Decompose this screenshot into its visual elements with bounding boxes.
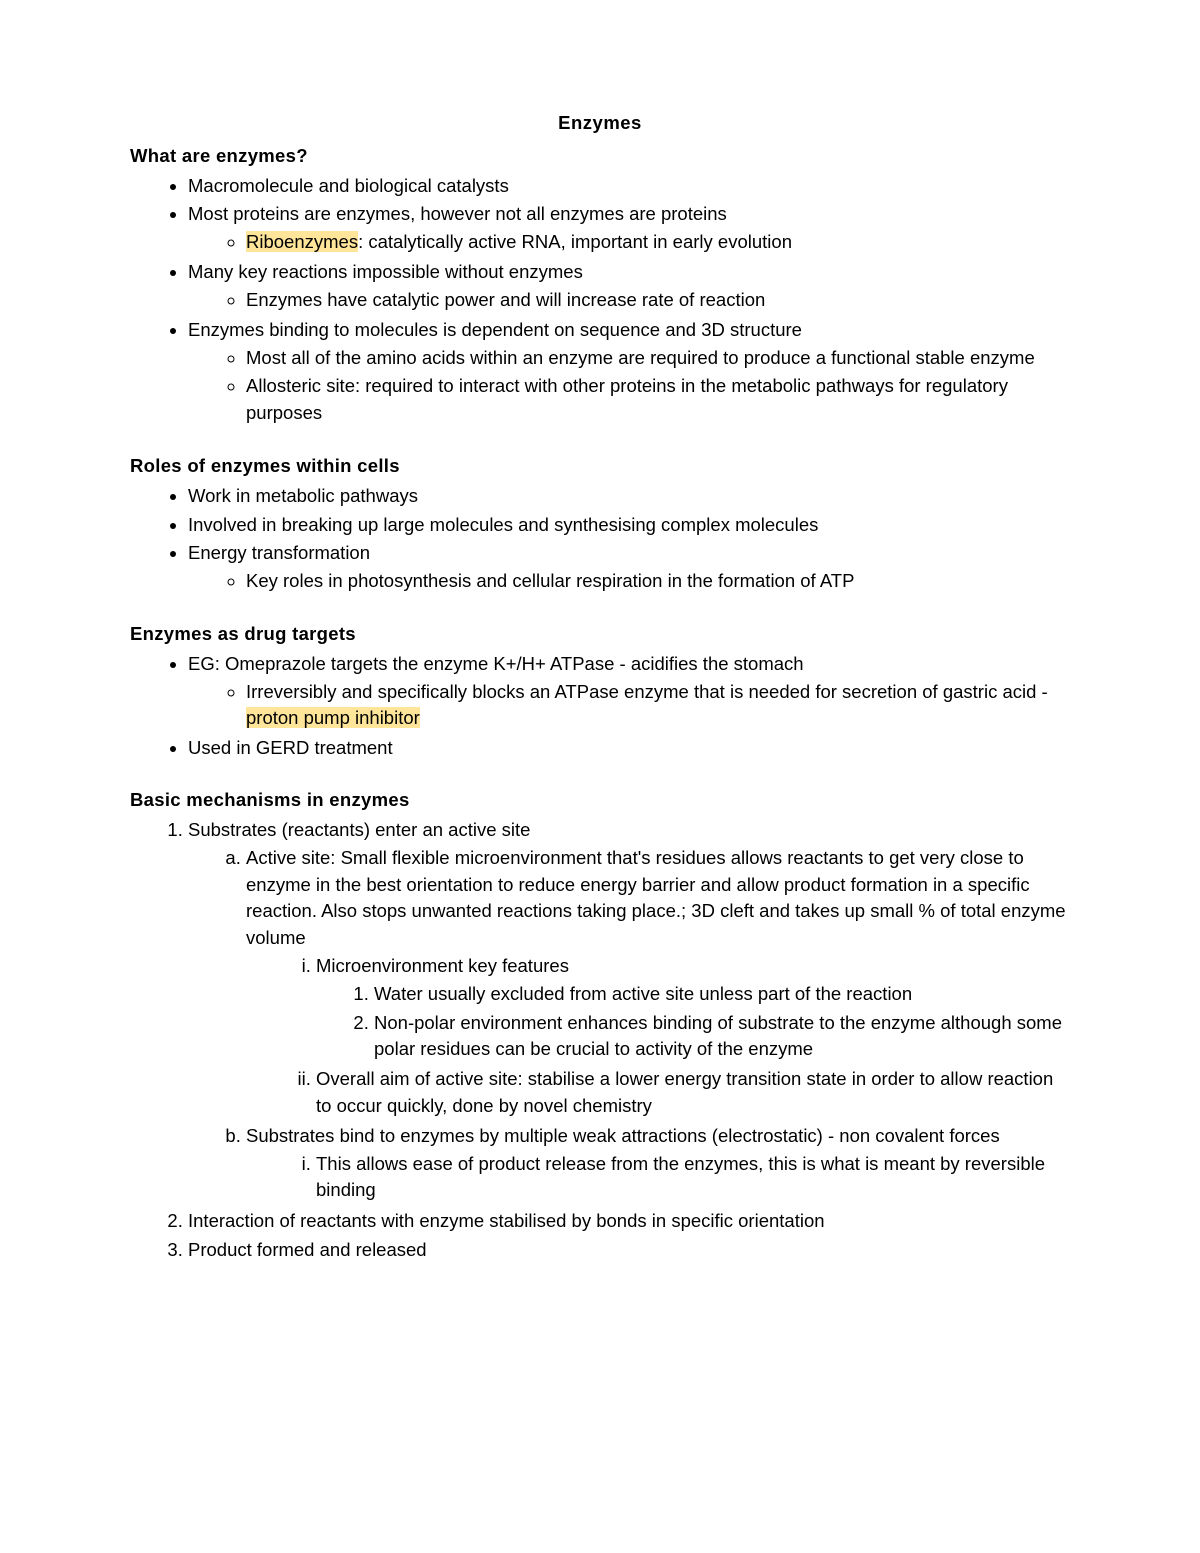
text: Enzymes binding to molecules is dependen… — [188, 319, 802, 340]
list-item: Substrates bind to enzymes by multiple w… — [246, 1122, 1070, 1206]
heading-roles-of-enzymes: Roles of enzymes within cells — [130, 453, 1070, 480]
page-title: Enzymes — [130, 110, 1070, 137]
list-item: Overall aim of active site: stabilise a … — [316, 1065, 1070, 1121]
list-item: Most all of the amino acids within an en… — [246, 344, 1070, 373]
list-item: Non-polar environment enhances binding o… — [374, 1009, 1070, 1065]
sublist: Most all of the amino acids within an en… — [188, 344, 1070, 428]
list-item: Allosteric site: required to interact wi… — [246, 372, 1070, 428]
list-item: Product formed and released — [188, 1236, 1070, 1265]
sublist: This allows ease of product release from… — [246, 1150, 1070, 1206]
sublist: Microenvironment key features Water usua… — [246, 952, 1070, 1121]
list-item: Irreversibly and specifically blocks an … — [246, 678, 1070, 734]
text: Active site: Small flexible microenviron… — [246, 847, 1066, 948]
list-item: Interaction of reactants with enzyme sta… — [188, 1207, 1070, 1236]
list-item: Involved in breaking up large molecules … — [188, 511, 1070, 540]
list-s1: Macromolecule and biological catalysts M… — [130, 172, 1070, 429]
heading-drug-targets: Enzymes as drug targets — [130, 621, 1070, 648]
text: Microenvironment key features — [316, 955, 569, 976]
list-item: Used in GERD treatment — [188, 734, 1070, 763]
text: Irreversibly and specifically blocks an … — [246, 681, 1048, 702]
text: Most proteins are enzymes, however not a… — [188, 203, 727, 224]
list-item: Most proteins are enzymes, however not a… — [188, 200, 1070, 258]
sublist: Irreversibly and specifically blocks an … — [188, 678, 1070, 734]
list-item: Enzymes binding to molecules is dependen… — [188, 316, 1070, 429]
list-item: Water usually excluded from active site … — [374, 980, 1070, 1009]
list-item: Microenvironment key features Water usua… — [316, 952, 1070, 1065]
sublist: Key roles in photosynthesis and cellular… — [188, 567, 1070, 596]
document-page: Enzymes What are enzymes? Macromolecule … — [0, 0, 1200, 1553]
list-item: Active site: Small flexible microenviron… — [246, 844, 1070, 1122]
list-item: Enzymes have catalytic power and will in… — [246, 286, 1070, 315]
text: EG: Omeprazole targets the enzyme K+/H+ … — [188, 653, 804, 674]
sublist: Water usually excluded from active site … — [316, 980, 1070, 1064]
heading-basic-mechanisms: Basic mechanisms in enzymes — [130, 787, 1070, 814]
list-item: Substrates (reactants) enter an active s… — [188, 816, 1070, 1207]
highlighted-text: Riboenzymes — [246, 231, 358, 252]
text: Energy transformation — [188, 542, 370, 563]
sublist: Enzymes have catalytic power and will in… — [188, 286, 1070, 315]
list-item: Energy transformation Key roles in photo… — [188, 539, 1070, 597]
text: Substrates bind to enzymes by multiple w… — [246, 1125, 1000, 1146]
list-item: Macromolecule and biological catalysts — [188, 172, 1070, 201]
sublist: Riboenzymes: catalytically active RNA, i… — [188, 228, 1070, 257]
heading-what-are-enzymes: What are enzymes? — [130, 143, 1070, 170]
sublist: Active site: Small flexible microenviron… — [188, 844, 1070, 1207]
list-item: Work in metabolic pathways — [188, 482, 1070, 511]
list-item: This allows ease of product release from… — [316, 1150, 1070, 1206]
highlighted-text: proton pump inhibitor — [246, 707, 420, 728]
list-item: Riboenzymes: catalytically active RNA, i… — [246, 228, 1070, 257]
list-s2: Work in metabolic pathways Involved in b… — [130, 482, 1070, 597]
list-item: Many key reactions impossible without en… — [188, 258, 1070, 316]
list-s3: EG: Omeprazole targets the enzyme K+/H+ … — [130, 650, 1070, 763]
text: Many key reactions impossible without en… — [188, 261, 583, 282]
text: : catalytically active RNA, important in… — [358, 231, 792, 252]
text: Substrates (reactants) enter an active s… — [188, 819, 530, 840]
list-s4: Substrates (reactants) enter an active s… — [130, 816, 1070, 1265]
list-item: EG: Omeprazole targets the enzyme K+/H+ … — [188, 650, 1070, 734]
list-item: Key roles in photosynthesis and cellular… — [246, 567, 1070, 596]
